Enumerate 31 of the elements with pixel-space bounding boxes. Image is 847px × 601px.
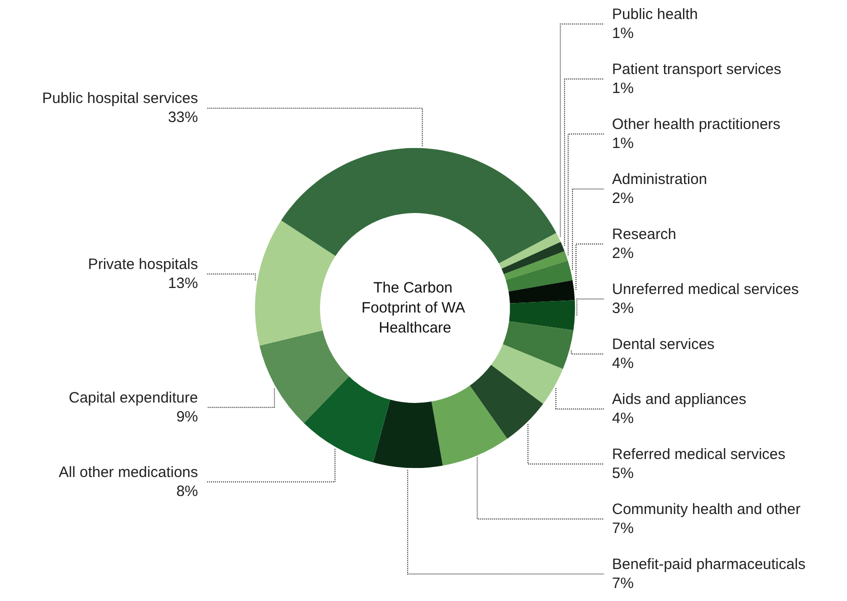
- data-label: 33%: [168, 109, 198, 126]
- slice-label: Private hospitals: [88, 256, 198, 273]
- data-label: 7%: [612, 520, 634, 537]
- slice-label: Patient transport services: [612, 61, 782, 78]
- slice-label: Unreferred medical services: [612, 281, 799, 298]
- data-label: 5%: [612, 465, 634, 482]
- data-label: 3%: [612, 300, 634, 317]
- data-label: 9%: [176, 408, 198, 426]
- slice-label: Community health and other: [612, 501, 800, 518]
- slice-label: All other medications: [58, 464, 198, 481]
- slice-label: Dental services: [612, 336, 715, 353]
- data-label: 4%: [612, 410, 634, 427]
- data-label: 1%: [612, 80, 634, 97]
- data-label: 8%: [176, 482, 198, 500]
- slice-label: Benefit-paid pharmaceuticals: [612, 556, 806, 573]
- data-label: 1%: [612, 135, 634, 152]
- slice-label: Other health practitioners: [612, 116, 780, 133]
- data-label: 13%: [168, 274, 198, 292]
- slice-label: Aids and appliances: [612, 391, 746, 408]
- data-label: 7%: [612, 575, 634, 592]
- text: The Carbon Footprint of WA Healthcare: [362, 280, 468, 336]
- slice-label: Public health: [612, 6, 698, 23]
- data-label: 1%: [612, 25, 634, 42]
- data-label: 4%: [612, 355, 634, 372]
- data-label: 2%: [612, 190, 634, 207]
- slice-label: Public hospital services: [42, 90, 198, 108]
- slice-label: Referred medical services: [612, 446, 786, 463]
- slice-label: Research: [612, 226, 676, 243]
- slice-label: Capital expenditure: [68, 389, 198, 406]
- slice-label: Administration: [612, 171, 708, 188]
- data-label: 2%: [612, 245, 634, 262]
